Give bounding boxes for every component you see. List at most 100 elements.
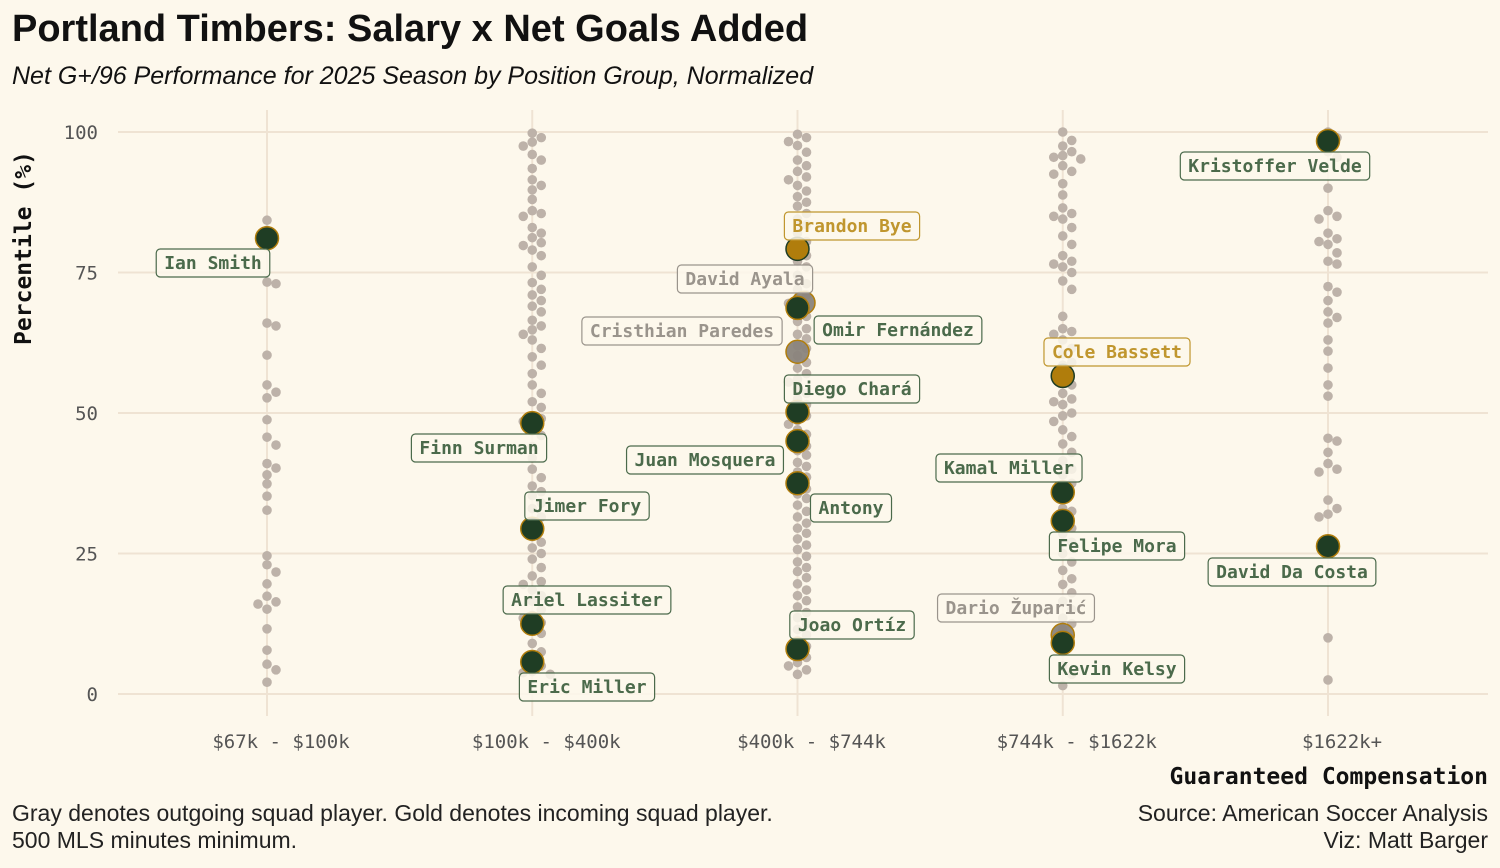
league-player-point [1057, 231, 1068, 241]
player-label: Cole Bassett [1043, 337, 1191, 367]
player-point[interactable] [785, 295, 810, 321]
league-player-point [527, 163, 538, 174]
league-player-point [801, 585, 812, 595]
league-player-point [536, 237, 547, 248]
label-box [1048, 654, 1186, 684]
player-point[interactable] [254, 225, 280, 251]
y-tick-label: 0 [87, 684, 98, 706]
league-player-point [536, 208, 547, 219]
player-point[interactable] [1315, 533, 1341, 559]
league-player-point [801, 540, 812, 550]
league-player-point [792, 129, 803, 140]
player-name: Brandon Bye [792, 216, 911, 237]
league-player-point [271, 278, 281, 289]
league-player-point [527, 638, 538, 649]
league-player-point [1066, 284, 1077, 295]
league-player-point [1066, 135, 1077, 146]
label-box [502, 585, 672, 615]
league-player-point [1323, 391, 1333, 401]
league-player-point [1066, 573, 1077, 584]
player-point[interactable] [785, 471, 810, 496]
x-tick-label: $100k - $400k [472, 731, 621, 753]
player-label: David Ayala [676, 264, 814, 294]
league-player-point [262, 393, 272, 403]
player-name: Jimer Fory [533, 496, 642, 517]
league-player-point [792, 166, 803, 177]
player-point[interactable] [785, 399, 810, 425]
league-player-point [253, 599, 263, 609]
league-player-point [271, 321, 281, 331]
league-player-point [1332, 436, 1342, 446]
player-name: Eric Miller [527, 677, 646, 698]
player-name: Felipe Mora [1057, 536, 1176, 557]
player-name: Cristhian Paredes [590, 321, 774, 342]
player-point[interactable] [785, 339, 810, 364]
player-point[interactable] [520, 410, 545, 436]
league-player-point [1323, 447, 1333, 458]
league-player-point [262, 659, 272, 670]
league-player-point [527, 380, 538, 390]
league-player-point [1057, 276, 1068, 286]
player-name: Dario Župarić [946, 597, 1087, 619]
league-player-point [527, 185, 538, 195]
player-point[interactable] [520, 516, 545, 542]
player-point[interactable] [1050, 479, 1075, 505]
label-box [155, 248, 271, 278]
league-player-point [527, 262, 538, 272]
player-name: Finn Surman [419, 438, 538, 459]
league-player-point [1323, 458, 1333, 469]
player-label: Eric Miller [518, 672, 656, 702]
player-name: Kevin Kelsy [1057, 659, 1176, 680]
league-player-point [792, 566, 803, 577]
league-player-point [1323, 335, 1333, 345]
league-player-point [1332, 287, 1342, 297]
league-player-point [792, 590, 803, 601]
league-player-point [262, 550, 272, 561]
league-player-point [262, 479, 272, 489]
player-label: Kevin Kelsy [1048, 654, 1186, 684]
league-player-point [271, 387, 281, 398]
player-point[interactable] [1050, 630, 1075, 656]
league-player-point [271, 567, 281, 577]
player-point[interactable] [785, 636, 810, 662]
league-player-point [783, 174, 794, 185]
league-player-point [1048, 152, 1059, 163]
league-player-point [792, 512, 803, 522]
league-player-point [1057, 565, 1068, 576]
league-player-point [1057, 579, 1068, 590]
label-box [410, 433, 548, 463]
y-axis-title: Percentile (%) [11, 151, 37, 345]
league-player-point [536, 537, 547, 548]
player-label: Jimer Fory [524, 491, 650, 521]
league-player-point [792, 557, 803, 567]
player-point[interactable] [1050, 363, 1075, 389]
player-point[interactable] [785, 428, 810, 454]
league-player-point [527, 396, 538, 407]
league-player-point [1066, 208, 1077, 219]
player-label: Kristoffer Velde [1179, 151, 1371, 181]
player-point[interactable] [520, 611, 545, 636]
league-player-point [262, 350, 272, 360]
league-player-point [1332, 464, 1342, 475]
league-player-point [536, 307, 547, 317]
league-player-point [527, 301, 538, 312]
league-player-point [536, 180, 547, 191]
league-player-point [1323, 307, 1333, 317]
player-point[interactable] [1050, 508, 1075, 534]
league-player-point [792, 579, 803, 589]
league-player-point [801, 551, 812, 562]
league-player-point [1066, 326, 1077, 337]
player-point[interactable] [1315, 128, 1341, 154]
player-name: David Ayala [685, 269, 804, 290]
player-label: David Da Costa [1207, 557, 1377, 587]
league-player-point [527, 290, 538, 300]
league-player-point [262, 414, 272, 425]
player-name: David Da Costa [1216, 562, 1368, 583]
label-box [1043, 337, 1191, 367]
league-player-point [801, 572, 812, 583]
label-box [676, 264, 814, 294]
x-tick-label: $1622k+ [1302, 731, 1382, 753]
league-player-point [1057, 150, 1068, 161]
player-point[interactable] [520, 649, 545, 675]
player-point[interactable] [785, 236, 810, 262]
